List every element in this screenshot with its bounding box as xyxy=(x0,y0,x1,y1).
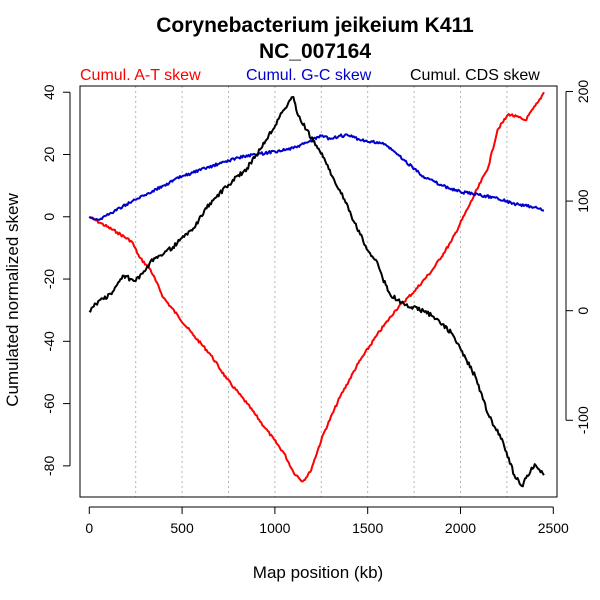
x-tick-label: 0 xyxy=(85,520,93,536)
x-axis-label: Map position (kb) xyxy=(253,563,383,582)
series-line-1 xyxy=(88,91,545,483)
series-line-2 xyxy=(88,133,544,221)
y-tick-label-right: -100 xyxy=(575,406,591,434)
legend-gc-skew: Cumul. G-C skew xyxy=(246,67,372,84)
legend-cds-skew: Cumul. CDS skew xyxy=(410,67,540,84)
plot-frame xyxy=(79,85,558,498)
series-layer xyxy=(88,91,545,488)
y-tick-label-left: -20 xyxy=(41,269,57,289)
y-tick-label-right: 200 xyxy=(575,80,591,104)
x-tick-label: 500 xyxy=(170,520,194,536)
y-axis-left: 40 20 0 -20 -40 -60 -80 xyxy=(41,84,71,476)
y-axis-right: 200 100 0 -100 xyxy=(565,80,591,434)
y-tick-label-right: 0 xyxy=(575,307,591,315)
x-tick-label: 2000 xyxy=(445,520,476,536)
y-tick-label-left: -60 xyxy=(41,393,57,413)
y-tick-label-left: -40 xyxy=(41,331,57,351)
y-tick-label-left: -80 xyxy=(41,456,57,476)
legend-at-skew: Cumul. A-T skew xyxy=(80,67,201,84)
y-tick-label-left: 0 xyxy=(41,213,57,221)
y-tick-label-left: 40 xyxy=(41,84,57,100)
y-tick-label-right: 100 xyxy=(575,189,591,213)
chart-subtitle: NC_007164 xyxy=(259,40,371,63)
y-axis-label: Cumulated normalized skew xyxy=(3,193,22,407)
x-tick-label: 1000 xyxy=(259,520,290,536)
chart-title: Corynebacterium jeikeium K411 xyxy=(156,14,474,37)
series-line-3 xyxy=(88,96,545,488)
x-tick-label: 2500 xyxy=(538,520,569,536)
x-tick-label: 1500 xyxy=(352,520,383,536)
x-axis: 0 500 1000 1500 2000 2500 xyxy=(85,506,569,536)
y-tick-label-left: 20 xyxy=(41,147,57,163)
